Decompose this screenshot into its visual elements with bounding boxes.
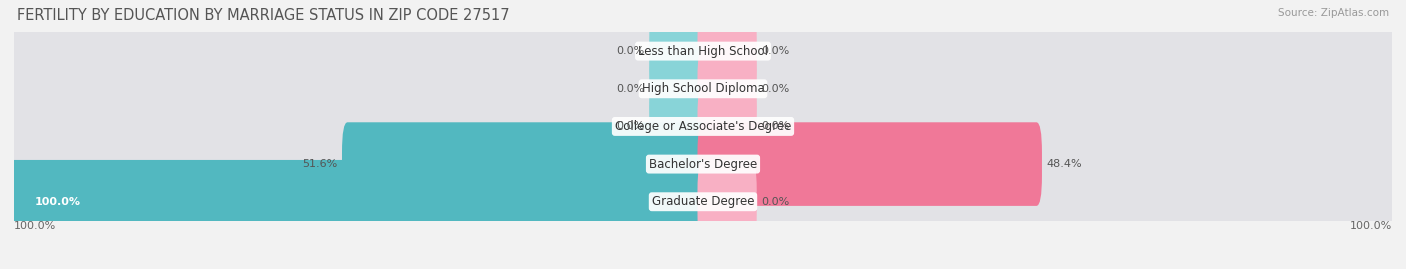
- Text: 0.0%: 0.0%: [616, 84, 644, 94]
- Text: 0.0%: 0.0%: [616, 121, 644, 132]
- FancyBboxPatch shape: [342, 122, 709, 206]
- Text: 48.4%: 48.4%: [1047, 159, 1083, 169]
- FancyBboxPatch shape: [6, 107, 1400, 221]
- Text: Source: ZipAtlas.com: Source: ZipAtlas.com: [1278, 8, 1389, 18]
- Text: 51.6%: 51.6%: [302, 159, 337, 169]
- Text: 0.0%: 0.0%: [616, 46, 644, 56]
- Text: Bachelor's Degree: Bachelor's Degree: [650, 158, 756, 171]
- FancyBboxPatch shape: [697, 85, 756, 168]
- FancyBboxPatch shape: [697, 9, 756, 93]
- FancyBboxPatch shape: [6, 70, 1400, 183]
- Text: FERTILITY BY EDUCATION BY MARRIAGE STATUS IN ZIP CODE 27517: FERTILITY BY EDUCATION BY MARRIAGE STATU…: [17, 8, 509, 23]
- FancyBboxPatch shape: [697, 47, 756, 130]
- Text: 100.0%: 100.0%: [1350, 221, 1392, 231]
- FancyBboxPatch shape: [6, 0, 1400, 108]
- Text: 0.0%: 0.0%: [762, 84, 790, 94]
- FancyBboxPatch shape: [8, 160, 709, 243]
- FancyBboxPatch shape: [6, 32, 1400, 146]
- Text: Less than High School: Less than High School: [638, 45, 768, 58]
- Text: 100.0%: 100.0%: [14, 221, 56, 231]
- Text: 0.0%: 0.0%: [762, 197, 790, 207]
- FancyBboxPatch shape: [697, 122, 1042, 206]
- FancyBboxPatch shape: [6, 145, 1400, 259]
- FancyBboxPatch shape: [650, 85, 709, 168]
- FancyBboxPatch shape: [650, 9, 709, 93]
- FancyBboxPatch shape: [650, 47, 709, 130]
- Text: 0.0%: 0.0%: [762, 46, 790, 56]
- Text: College or Associate's Degree: College or Associate's Degree: [614, 120, 792, 133]
- Text: 100.0%: 100.0%: [35, 197, 80, 207]
- Text: 0.0%: 0.0%: [762, 121, 790, 132]
- Text: Graduate Degree: Graduate Degree: [652, 195, 754, 208]
- Text: High School Diploma: High School Diploma: [641, 82, 765, 95]
- FancyBboxPatch shape: [697, 160, 756, 243]
